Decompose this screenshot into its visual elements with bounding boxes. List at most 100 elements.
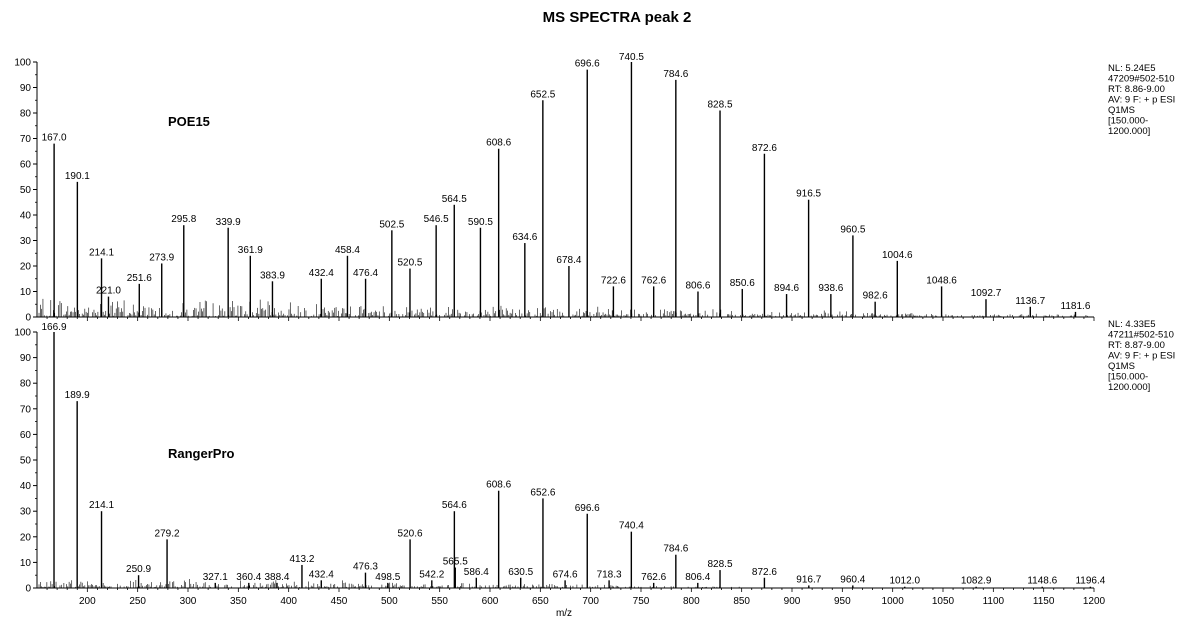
y-tick-label: 60 [20, 430, 32, 441]
y-tick-label: 0 [25, 584, 31, 595]
x-tick-label: 600 [482, 596, 499, 607]
acquisition-info-line: 47209#502-510 [1108, 74, 1175, 85]
peak-label: 339.9 [216, 217, 241, 228]
peak-label: 520.6 [398, 528, 423, 539]
peak-label: 590.5 [468, 217, 493, 228]
acquisition-info-line: NL: 5.24E5 [1108, 63, 1156, 74]
peak-label: 916.7 [796, 574, 821, 585]
y-tick-label: 90 [20, 353, 32, 364]
acquisition-info-line: AV: 9 F: + p ESI [1108, 351, 1175, 362]
peak-label: 982.6 [863, 291, 888, 302]
peak-label: 361.9 [238, 245, 263, 256]
y-tick-label: 50 [20, 185, 32, 196]
peak-label: 722.6 [601, 275, 626, 286]
y-tick-label: 50 [20, 456, 32, 467]
y-tick-label: 70 [20, 134, 32, 145]
spectrum-panel-1: 0 10 20 30 40 50 60 70 80 90 100 167.0 190.1 214.1 221… [14, 52, 1175, 324]
x-tick-label: 300 [180, 596, 197, 607]
acquisition-info-line: AV: 9 F: + p ESI [1108, 95, 1175, 106]
acquisition-info-line: NL: 4.33E5 [1108, 319, 1156, 330]
acquisition-info-line: Q1MS [1108, 361, 1135, 372]
peak-label: 502.5 [379, 219, 404, 230]
peak-label: 696.6 [575, 503, 600, 514]
x-tick-label: 900 [784, 596, 801, 607]
peak-label: 189.9 [65, 390, 90, 401]
y-tick-label: 90 [20, 83, 32, 94]
peak-label: 214.1 [89, 247, 114, 258]
peak-label: 279.2 [155, 528, 180, 539]
y-tick-label: 30 [20, 507, 32, 518]
peak-label: 696.6 [575, 59, 600, 70]
peak-label: 960.5 [840, 224, 865, 235]
acquisition-info-line: 47211#502-510 [1108, 330, 1174, 341]
peak-label: 652.5 [530, 89, 555, 100]
x-tick-label: 250 [129, 596, 146, 607]
y-tick-label: 80 [20, 379, 32, 390]
x-tick-label: 1200 [1083, 596, 1106, 607]
peak-label: 1092.7 [971, 288, 1002, 299]
peak-label: 214.1 [89, 500, 114, 511]
peak-label: 251.6 [127, 273, 152, 284]
peak-label: 1181.6 [1061, 301, 1091, 312]
spectrum-panels: 0 10 20 30 40 50 60 70 80 90 100 167.0 190.1 214.1 221… [14, 52, 1175, 607]
peak-label: 1004.6 [882, 250, 913, 261]
peak-label: 678.4 [556, 255, 581, 266]
peak-label: 383.9 [260, 270, 285, 281]
acquisition-info-line: 1200.000] [1108, 382, 1150, 393]
y-tick-label: 60 [20, 160, 32, 171]
peak-label: 674.6 [553, 569, 578, 580]
peak-label: 740.4 [619, 521, 644, 532]
peak-label: 784.6 [663, 69, 688, 80]
acquisition-info-line: [150.000- [1108, 116, 1148, 127]
peak-label: 190.1 [65, 171, 90, 182]
x-tick-label: 1050 [932, 596, 955, 607]
y-tick-label: 20 [20, 532, 32, 543]
peak-label: 586.4 [464, 567, 489, 578]
x-tick-label: 450 [331, 596, 348, 607]
peak-label: 564.6 [442, 500, 467, 511]
acquisition-info-line: Q1MS [1108, 105, 1135, 116]
sample-name: POE15 [168, 114, 210, 129]
y-tick-label: 10 [20, 287, 32, 298]
peak-label: 740.5 [619, 52, 644, 63]
y-tick-label: 80 [20, 109, 32, 120]
y-tick-label: 0 [25, 313, 31, 324]
peak-label: 520.5 [397, 258, 422, 269]
peak-label: 762.6 [641, 275, 666, 286]
x-tick-label: 500 [381, 596, 398, 607]
x-tick-label: 950 [834, 596, 851, 607]
acquisition-info-line: 1200.000] [1108, 126, 1150, 137]
peak-label: 630.5 [508, 567, 533, 578]
acquisition-info-line: RT: 8.86-9.00 [1108, 84, 1165, 95]
y-tick-label: 100 [14, 58, 31, 69]
acquisition-info-line: [150.000- [1108, 372, 1148, 383]
peak-label: 360.4 [236, 572, 261, 583]
y-tick-label: 30 [20, 236, 32, 247]
peak-label: 542.2 [419, 569, 444, 580]
peak-label: 221.0 [96, 286, 121, 297]
peak-label: 1082.9 [961, 576, 992, 587]
peak-label: 718.3 [597, 569, 622, 580]
x-tick-label: 200 [79, 596, 96, 607]
x-tick-label: 550 [431, 596, 448, 607]
peak-label: 608.6 [486, 480, 511, 491]
y-tick-label: 40 [20, 211, 32, 222]
peak-label: 828.5 [708, 99, 733, 110]
peak-label: 476.3 [353, 562, 378, 573]
peak-label: 828.5 [708, 559, 733, 570]
x-tick-label: 700 [582, 596, 599, 607]
baseline-noise [38, 298, 1088, 317]
x-tick-label: 750 [633, 596, 650, 607]
peak-label: 565.5 [443, 557, 468, 568]
peak-label: 166.9 [41, 322, 66, 333]
y-tick-label: 70 [20, 404, 32, 415]
peak-label: 1196.4 [1075, 576, 1105, 587]
peak-label: 167.0 [42, 133, 67, 144]
peak-label: 1012.0 [889, 576, 920, 587]
x-axis-label: m/z [556, 608, 572, 619]
peak-label: 894.6 [774, 283, 799, 294]
peak-label: 634.6 [512, 232, 537, 243]
spectrum-panel-2: 0 10 20 30 40 50 60 70 80 90 100 166.9 189.9 214.1 250… [14, 319, 1175, 595]
peak-label: 872.6 [752, 143, 777, 154]
x-tick-label: 1000 [882, 596, 905, 607]
